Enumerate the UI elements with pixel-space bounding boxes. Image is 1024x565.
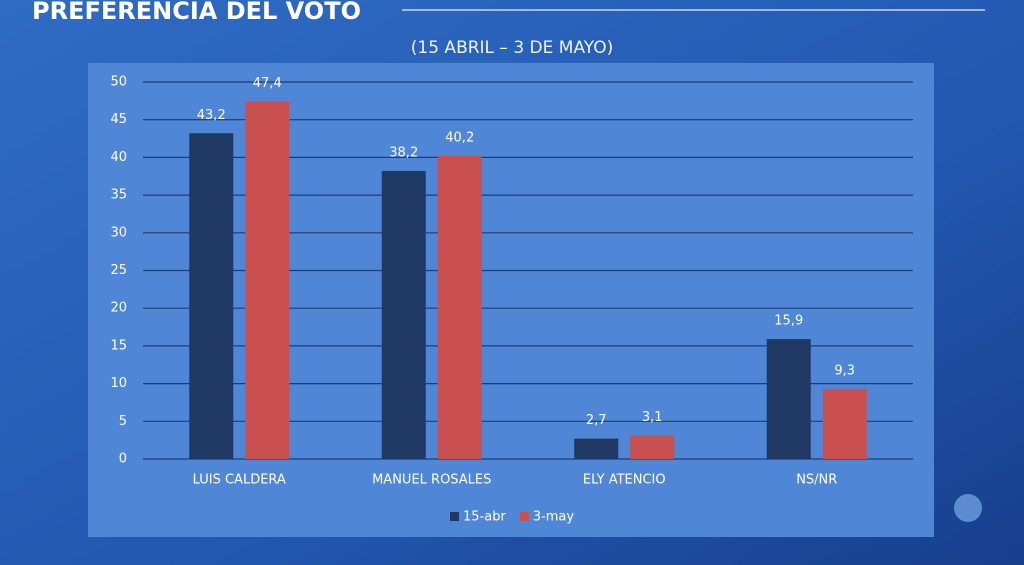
bar bbox=[381, 170, 426, 460]
legend-label: 15-abr bbox=[463, 510, 506, 525]
value-label: 15,9 bbox=[774, 314, 803, 329]
bar bbox=[189, 133, 234, 459]
y-tick-label: 45 bbox=[110, 112, 127, 127]
x-tick-label: LUIS CALDERA bbox=[193, 473, 286, 488]
y-tick-label: 40 bbox=[110, 150, 127, 165]
x-tick-label: NS/NR bbox=[796, 473, 837, 488]
bar bbox=[630, 435, 675, 459]
y-tick-label: 35 bbox=[110, 188, 127, 203]
chart-subtitle: (15 ABRIL – 3 DE MAYO) bbox=[411, 38, 613, 58]
x-tick-label: ELY ATENCIO bbox=[583, 473, 666, 488]
y-tick-label: 0 bbox=[119, 452, 127, 467]
x-tick-label: MANUEL ROSALES bbox=[372, 473, 491, 488]
y-tick-label: 10 bbox=[110, 376, 127, 391]
y-tick-label: 15 bbox=[110, 338, 127, 353]
bar bbox=[766, 339, 811, 459]
legend-label: 3-may bbox=[533, 510, 575, 525]
y-tick-label: 25 bbox=[110, 263, 127, 278]
y-tick-label: 30 bbox=[110, 225, 127, 240]
value-label: 47,4 bbox=[253, 76, 282, 91]
value-label: 2,7 bbox=[586, 413, 607, 428]
value-label: 40,2 bbox=[445, 130, 474, 145]
value-label: 43,2 bbox=[197, 108, 226, 123]
value-label: 3,1 bbox=[642, 410, 663, 425]
y-tick-label: 5 bbox=[119, 414, 127, 429]
legend-swatch bbox=[519, 512, 529, 521]
bar bbox=[245, 101, 290, 459]
decoration bbox=[954, 494, 982, 522]
y-tick-label: 20 bbox=[110, 301, 127, 316]
y-tick-label: 50 bbox=[110, 75, 127, 90]
value-label: 38,2 bbox=[389, 145, 418, 160]
bar bbox=[574, 438, 619, 459]
value-label: 9,3 bbox=[834, 363, 855, 378]
chart-title: PREFERENCIA DEL VOTO bbox=[32, 0, 361, 25]
legend-swatch bbox=[450, 512, 459, 521]
bar bbox=[437, 155, 482, 459]
bar bbox=[822, 388, 867, 459]
